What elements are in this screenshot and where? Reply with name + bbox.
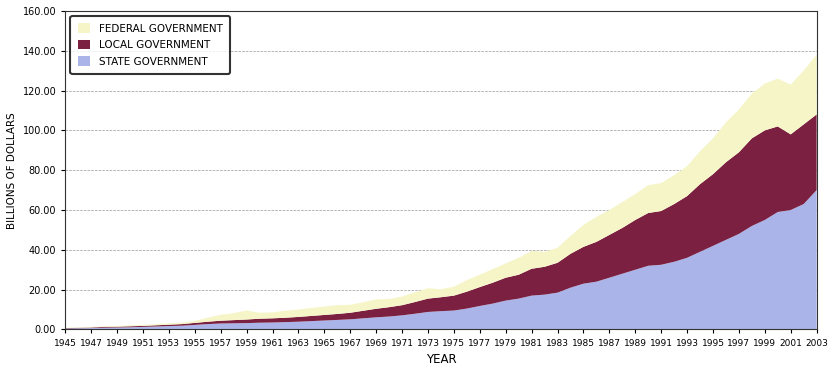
Y-axis label: BILLIONS OF DOLLARS: BILLIONS OF DOLLARS [7, 112, 17, 229]
X-axis label: YEAR: YEAR [426, 353, 456, 366]
Legend: FEDERAL GOVERNMENT, LOCAL GOVERNMENT, STATE GOVERNMENT: FEDERAL GOVERNMENT, LOCAL GOVERNMENT, ST… [70, 16, 230, 74]
